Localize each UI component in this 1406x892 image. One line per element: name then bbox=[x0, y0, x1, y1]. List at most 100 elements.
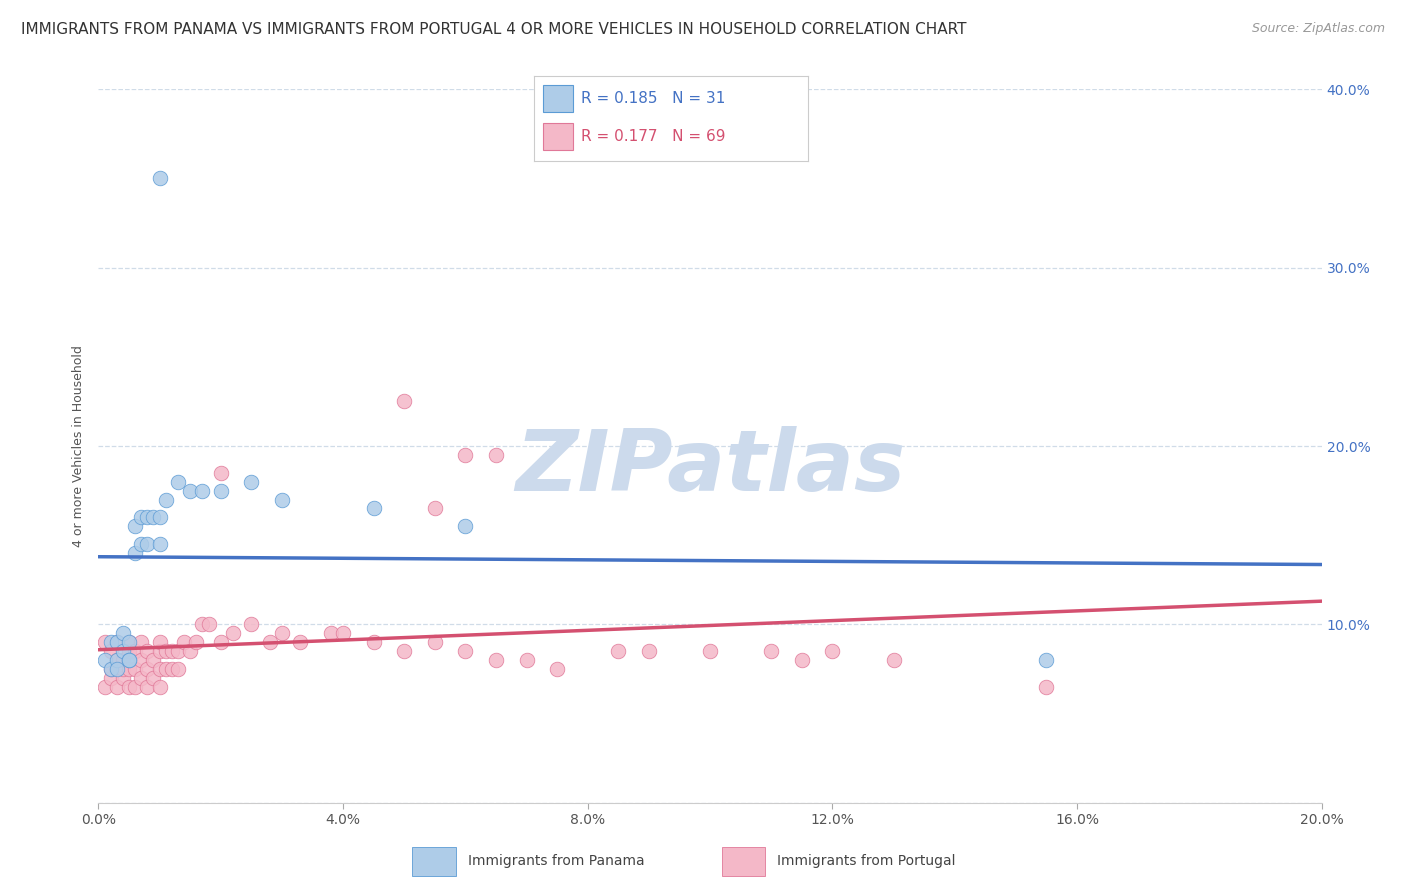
Point bbox=[129, 537, 152, 551]
Point bbox=[118, 680, 141, 694]
Point bbox=[136, 662, 159, 676]
Point bbox=[136, 680, 159, 694]
Point bbox=[209, 466, 232, 480]
Point bbox=[155, 644, 177, 658]
Point bbox=[392, 644, 416, 658]
Point bbox=[423, 635, 446, 649]
Point bbox=[240, 617, 263, 632]
Point bbox=[93, 635, 115, 649]
Point bbox=[546, 662, 568, 676]
Point bbox=[124, 662, 146, 676]
Point bbox=[485, 653, 508, 667]
Point bbox=[209, 635, 232, 649]
Point bbox=[136, 537, 159, 551]
Point bbox=[100, 644, 122, 658]
Point bbox=[100, 635, 122, 649]
Point bbox=[759, 644, 782, 658]
Text: Immigrants from Portugal: Immigrants from Portugal bbox=[778, 854, 956, 868]
Text: Immigrants from Panama: Immigrants from Panama bbox=[468, 854, 644, 868]
Bar bbox=[543, 123, 572, 151]
Text: IMMIGRANTS FROM PANAMA VS IMMIGRANTS FROM PORTUGAL 4 OR MORE VEHICLES IN HOUSEHO: IMMIGRANTS FROM PANAMA VS IMMIGRANTS FRO… bbox=[21, 22, 966, 37]
Point bbox=[118, 653, 141, 667]
Point bbox=[124, 546, 146, 560]
Point bbox=[93, 680, 115, 694]
Point bbox=[167, 644, 190, 658]
Point bbox=[191, 483, 214, 498]
Point bbox=[142, 653, 165, 667]
Point bbox=[883, 653, 905, 667]
Point bbox=[100, 662, 122, 676]
Text: ZIPatlas: ZIPatlas bbox=[515, 425, 905, 509]
Point bbox=[118, 635, 141, 649]
Point bbox=[105, 653, 128, 667]
Point bbox=[136, 510, 159, 524]
Point bbox=[363, 635, 385, 649]
Point bbox=[179, 483, 201, 498]
Point bbox=[173, 635, 195, 649]
Point bbox=[392, 394, 416, 409]
Point bbox=[1035, 653, 1057, 667]
Point bbox=[423, 501, 446, 516]
Point bbox=[129, 510, 152, 524]
Point bbox=[111, 653, 134, 667]
Point bbox=[129, 653, 152, 667]
Point bbox=[454, 448, 477, 462]
Point bbox=[111, 671, 134, 685]
Point bbox=[105, 635, 128, 649]
Point bbox=[607, 644, 630, 658]
Point bbox=[332, 626, 354, 640]
Point bbox=[167, 475, 190, 489]
Point bbox=[454, 644, 477, 658]
Text: Source: ZipAtlas.com: Source: ZipAtlas.com bbox=[1251, 22, 1385, 36]
Point bbox=[240, 475, 263, 489]
Point bbox=[1035, 680, 1057, 694]
Point bbox=[821, 644, 844, 658]
Point bbox=[160, 644, 183, 658]
Point bbox=[149, 662, 172, 676]
Point bbox=[105, 653, 128, 667]
Point bbox=[118, 662, 141, 676]
Point bbox=[142, 510, 165, 524]
Point bbox=[124, 680, 146, 694]
Point bbox=[136, 644, 159, 658]
Point bbox=[118, 644, 141, 658]
Point bbox=[149, 171, 172, 186]
Point bbox=[100, 662, 122, 676]
Point bbox=[111, 662, 134, 676]
Point bbox=[209, 483, 232, 498]
Point bbox=[485, 448, 508, 462]
Point bbox=[790, 653, 813, 667]
Point bbox=[197, 617, 219, 632]
Point bbox=[124, 644, 146, 658]
Y-axis label: 4 or more Vehicles in Household: 4 or more Vehicles in Household bbox=[72, 345, 86, 547]
Point bbox=[160, 662, 183, 676]
Point bbox=[111, 626, 134, 640]
Point bbox=[105, 635, 128, 649]
Point bbox=[179, 644, 201, 658]
Point bbox=[93, 653, 115, 667]
Point bbox=[118, 635, 141, 649]
Point bbox=[454, 519, 477, 533]
Point bbox=[129, 635, 152, 649]
Point bbox=[155, 492, 177, 507]
Point bbox=[149, 680, 172, 694]
Bar bbox=[412, 847, 456, 876]
Point bbox=[149, 510, 172, 524]
Point bbox=[290, 635, 312, 649]
Point bbox=[186, 635, 208, 649]
Point bbox=[259, 635, 281, 649]
Point bbox=[118, 653, 141, 667]
Point bbox=[100, 671, 122, 685]
Point bbox=[129, 671, 152, 685]
Point bbox=[363, 501, 385, 516]
Point bbox=[149, 537, 172, 551]
Point bbox=[699, 644, 721, 658]
Point bbox=[191, 617, 214, 632]
Text: R = 0.177   N = 69: R = 0.177 N = 69 bbox=[581, 129, 725, 145]
Text: R = 0.185   N = 31: R = 0.185 N = 31 bbox=[581, 91, 725, 106]
Point bbox=[142, 671, 165, 685]
Point bbox=[124, 519, 146, 533]
Point bbox=[105, 662, 128, 676]
Point bbox=[222, 626, 245, 640]
Bar bbox=[543, 85, 572, 112]
